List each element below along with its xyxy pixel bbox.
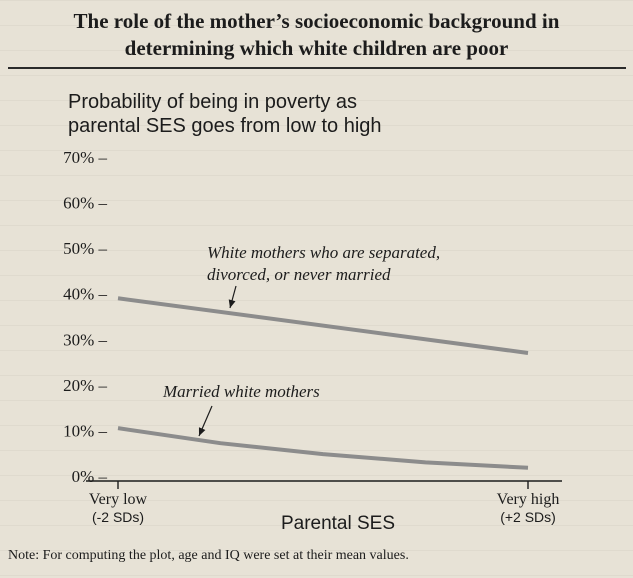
chart-title: Probability of being in poverty as paren…: [68, 90, 488, 138]
series-layer: [117, 296, 529, 470]
x-tick-sublabel: (+2 SDs): [500, 509, 556, 525]
pointer-arrowhead: [228, 299, 236, 308]
pointer-arrowhead: [198, 427, 206, 436]
y-tick-label: 60% –: [63, 194, 107, 213]
figure-title: The role of the mother’s socioeconomic b…: [0, 8, 633, 62]
chart-title-line-2: parental SES goes from low to high: [68, 115, 382, 137]
figure-title-line-2: determining which white children are poo…: [124, 36, 509, 60]
x-tick-label: Very low: [89, 491, 148, 508]
y-tick-label: 40% –: [63, 285, 107, 304]
y-tick-label: 50% –: [63, 239, 107, 258]
title-rule: [8, 67, 626, 69]
series-line-1: [117, 296, 529, 355]
series-line-2: [117, 426, 529, 470]
chart-title-line-1: Probability of being in poverty as: [68, 91, 358, 113]
x-axis: Very low(-2 SDs) Very high(+2 SDs) Parenta…: [86, 480, 562, 534]
y-tick-label: 30% –: [63, 330, 107, 349]
x-tick-label: Very high: [497, 491, 560, 508]
figure-title-line-1: The role of the mother’s socioeconomic b…: [73, 9, 560, 33]
footnote: Note: For computing the plot, age and IQ…: [8, 548, 409, 563]
series-1-label: divorced, or never married: [207, 265, 391, 284]
series-1-label: White mothers who are separated,: [207, 243, 440, 262]
annotation-layer: White mothers who are separated, divorced…: [162, 243, 440, 437]
y-tick-label: 10% –: [63, 421, 107, 440]
y-tick-label: 0% –: [72, 467, 108, 486]
x-axis-label: Parental SES: [281, 513, 395, 534]
series-2-label: Married white mothers: [162, 382, 320, 401]
y-tick-label: 20% –: [63, 376, 107, 395]
y-tick-label: 70% –: [63, 148, 107, 167]
y-axis: 0% – 10% – 20% – 30% – 40% – 50% – 60% – 70% –: [63, 148, 107, 486]
x-tick-sublabel: (-2 SDs): [92, 509, 144, 525]
